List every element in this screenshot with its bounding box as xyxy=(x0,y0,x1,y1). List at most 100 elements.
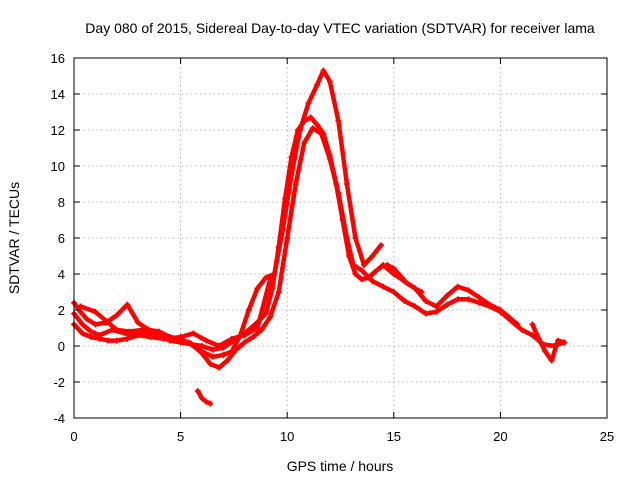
data-point xyxy=(371,269,378,276)
data-point xyxy=(548,357,555,364)
y-tick-label: 14 xyxy=(51,87,65,102)
data-point xyxy=(320,67,327,74)
data-point xyxy=(203,398,210,405)
x-tick-label: 10 xyxy=(280,429,294,444)
y-tick-label: 12 xyxy=(51,123,65,138)
data-point xyxy=(358,267,365,274)
data-point xyxy=(360,262,367,268)
data-point xyxy=(486,301,493,308)
data-point xyxy=(152,332,159,339)
data-point xyxy=(369,253,376,259)
data-point xyxy=(390,271,397,277)
data-point xyxy=(215,364,222,371)
data-point xyxy=(401,298,408,304)
data-point xyxy=(343,235,350,241)
chart-title: Day 080 of 2015, Sidereal Day-to-day VTE… xyxy=(85,20,595,36)
y-tick-label: 16 xyxy=(51,51,65,66)
data-point xyxy=(378,242,385,249)
data-point xyxy=(529,332,536,339)
data-point xyxy=(476,294,483,301)
x-tick-label: 5 xyxy=(177,429,184,444)
x-axis-label: GPS time / hours xyxy=(287,458,394,474)
data-point xyxy=(465,287,472,294)
data-point xyxy=(134,332,141,339)
data-point xyxy=(380,262,387,268)
x-tick-label: 20 xyxy=(493,429,507,444)
data-point xyxy=(412,285,419,292)
data-point xyxy=(209,346,216,353)
data-point xyxy=(190,330,197,337)
data-point xyxy=(228,348,235,355)
data-point xyxy=(433,303,440,310)
data-point xyxy=(258,326,265,333)
data-point xyxy=(444,301,451,308)
data-point xyxy=(267,276,274,283)
data-point xyxy=(126,328,133,335)
data-point xyxy=(207,400,214,407)
data-point xyxy=(422,310,429,317)
data-point xyxy=(209,353,216,360)
data-point xyxy=(262,274,269,281)
data-point xyxy=(83,316,90,322)
data-point xyxy=(198,395,205,402)
data-point xyxy=(113,326,120,333)
y-tick-label: 10 xyxy=(51,159,65,174)
data-point xyxy=(554,337,561,344)
data-point xyxy=(124,301,131,308)
x-tick-label: 0 xyxy=(70,429,77,444)
data-point xyxy=(326,155,333,162)
data-point xyxy=(77,308,84,315)
y-tick-label: -2 xyxy=(53,375,65,390)
data-point xyxy=(350,262,357,268)
data-point xyxy=(352,271,359,277)
data-point xyxy=(254,325,261,331)
data-point xyxy=(262,310,269,317)
tick-layer: 0 5 10 15 20 25 -4 -2 0 2 4 6 8 10 12 14 16 xyxy=(51,51,615,444)
data-point xyxy=(254,285,261,292)
data-point xyxy=(514,321,521,328)
data-point xyxy=(307,114,314,121)
data-point xyxy=(267,314,274,321)
data-point xyxy=(314,121,321,128)
data-point xyxy=(380,283,387,290)
data-point xyxy=(454,296,461,303)
data-point xyxy=(476,299,483,306)
data-point xyxy=(279,226,286,232)
data-point xyxy=(224,357,231,364)
data-point xyxy=(164,335,171,342)
data-point xyxy=(275,289,282,295)
data-point xyxy=(292,181,299,187)
data-point xyxy=(314,82,321,88)
data-point xyxy=(79,330,86,337)
data-point xyxy=(326,78,333,85)
data-point xyxy=(318,130,325,137)
data-point xyxy=(177,334,184,340)
data-point xyxy=(401,278,408,285)
y-tick-label: 2 xyxy=(58,303,65,318)
y-tick-label: 4 xyxy=(58,267,65,282)
data-point xyxy=(390,289,397,295)
data-point xyxy=(271,271,278,277)
data-point xyxy=(335,118,342,124)
data-point xyxy=(102,317,109,324)
data-point xyxy=(309,125,316,132)
data-point xyxy=(88,328,95,335)
data-point xyxy=(241,332,248,339)
data-point xyxy=(305,100,312,106)
series-track-7 xyxy=(195,388,213,406)
x-tick-label: 25 xyxy=(600,429,614,444)
data-point xyxy=(79,321,86,328)
data-point xyxy=(465,296,472,303)
data-point xyxy=(301,139,308,146)
data-point xyxy=(124,335,131,342)
data-point xyxy=(352,235,359,241)
data-point xyxy=(343,181,350,187)
data-point xyxy=(88,334,95,340)
data-point xyxy=(335,190,342,196)
y-tick-label: 8 xyxy=(58,195,65,210)
data-point xyxy=(215,343,222,349)
data-point xyxy=(198,343,205,349)
data-point xyxy=(444,292,451,299)
